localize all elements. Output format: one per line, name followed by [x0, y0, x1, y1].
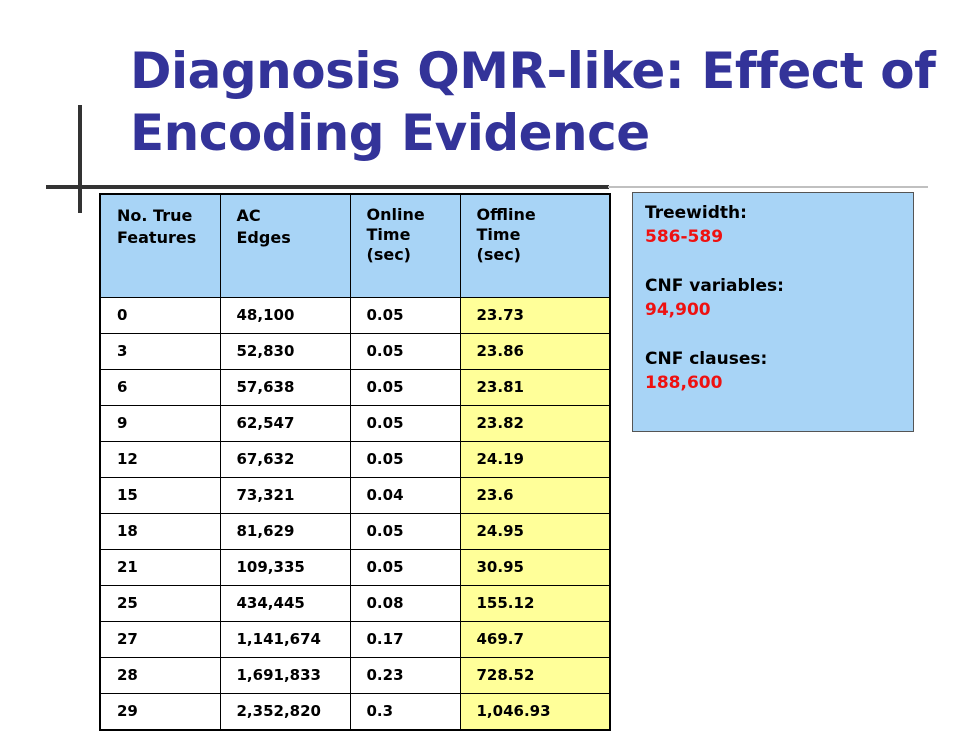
cell-true-features: 25: [99, 585, 221, 622]
table-row: 25 434,445 0.08 155.12: [99, 585, 611, 622]
cell-online-time: 0.17: [349, 621, 461, 658]
cell-true-features: 28: [99, 657, 221, 694]
cell-true-features: 29: [99, 693, 221, 731]
cell-ac-edges: 434,445: [219, 585, 351, 622]
cnf-clauses-value: 188,600: [645, 373, 723, 393]
cell-true-features: 0: [99, 297, 221, 334]
cell-true-features: 3: [99, 333, 221, 370]
header-true-features: No. True Features: [99, 193, 221, 298]
header-line: AC: [236, 206, 261, 225]
table-row: 12 67,632 0.05 24.19: [99, 441, 611, 478]
stats-box: Treewidth: 586-589 CNF variables: 94,900…: [632, 192, 914, 432]
header-line: Features: [117, 228, 197, 247]
cell-true-features: 12: [99, 441, 221, 478]
header-ac-edges: AC Edges: [219, 193, 351, 298]
cell-offline-time: 728.52: [459, 657, 611, 694]
cell-true-features: 15: [99, 477, 221, 514]
cell-true-features: 21: [99, 549, 221, 586]
header-line: Time: [476, 225, 521, 244]
table-header-row: No. True Features AC Edges Online Time (…: [99, 193, 611, 298]
header-line: No. True: [117, 206, 193, 225]
cell-ac-edges: 2,352,820: [219, 693, 351, 731]
cnf-variables-value: 94,900: [645, 300, 711, 320]
cell-offline-time: 30.95: [459, 549, 611, 586]
header-line: Time: [366, 225, 411, 244]
header-offline-time: Offline Time (sec): [459, 193, 611, 298]
cell-ac-edges: 73,321: [219, 477, 351, 514]
header-line: (sec): [366, 245, 411, 264]
cell-true-features: 27: [99, 621, 221, 658]
cell-online-time: 0.05: [349, 369, 461, 406]
cell-ac-edges: 48,100: [219, 297, 351, 334]
cell-offline-time: 469.7: [459, 621, 611, 658]
table-row: 28 1,691,833 0.23 728.52: [99, 657, 611, 694]
table-row: 0 48,100 0.05 23.73: [99, 297, 611, 334]
table-row: 27 1,141,674 0.17 469.7: [99, 621, 611, 658]
cnf-variables-label: CNF variables:: [645, 276, 784, 296]
table-row: 18 81,629 0.05 24.95: [99, 513, 611, 550]
cell-offline-time: 24.19: [459, 441, 611, 478]
cell-online-time: 0.3: [349, 693, 461, 731]
table-row: 21 109,335 0.05 30.95: [99, 549, 611, 586]
cell-online-time: 0.04: [349, 477, 461, 514]
cell-offline-time: 1,046.93: [459, 693, 611, 731]
decorative-vertical-line: [78, 105, 82, 213]
table-body: 0 48,100 0.05 23.73 3 52,830 0.05 23.86 6 57,638 0…: [99, 297, 611, 731]
decorative-horizontal-line: [46, 185, 609, 189]
cell-offline-time: 155.12: [459, 585, 611, 622]
cell-ac-edges: 81,629: [219, 513, 351, 550]
table-row: 15 73,321 0.04 23.6: [99, 477, 611, 514]
header-line: Online: [366, 205, 425, 224]
cell-true-features: 9: [99, 405, 221, 442]
treewidth-label: Treewidth:: [645, 203, 747, 223]
cell-true-features: 18: [99, 513, 221, 550]
cell-true-features: 6: [99, 369, 221, 406]
cell-offline-time: 23.81: [459, 369, 611, 406]
cnf-clauses-label: CNF clauses:: [645, 349, 768, 369]
cell-online-time: 0.05: [349, 333, 461, 370]
table-row: 9 62,547 0.05 23.82: [99, 405, 611, 442]
header-online-time: Online Time (sec): [349, 193, 461, 298]
results-table: No. True Features AC Edges Online Time (…: [99, 193, 611, 731]
cell-offline-time: 23.86: [459, 333, 611, 370]
header-line: (sec): [476, 245, 521, 264]
cell-ac-edges: 52,830: [219, 333, 351, 370]
cell-online-time: 0.05: [349, 297, 461, 334]
cell-ac-edges: 62,547: [219, 405, 351, 442]
cell-online-time: 0.08: [349, 585, 461, 622]
cell-offline-time: 24.95: [459, 513, 611, 550]
cell-online-time: 0.05: [349, 549, 461, 586]
header-line: Edges: [236, 228, 291, 247]
cell-offline-time: 23.82: [459, 405, 611, 442]
slide-title: Diagnosis QMR-like: Effect of Encoding E…: [130, 42, 936, 162]
cell-online-time: 0.05: [349, 441, 461, 478]
cell-ac-edges: 1,691,833: [219, 657, 351, 694]
cell-online-time: 0.05: [349, 513, 461, 550]
cell-ac-edges: 109,335: [219, 549, 351, 586]
cell-online-time: 0.05: [349, 405, 461, 442]
table-row: 6 57,638 0.05 23.81: [99, 369, 611, 406]
cell-ac-edges: 67,632: [219, 441, 351, 478]
cell-offline-time: 23.73: [459, 297, 611, 334]
decorative-horizontal-line-light: [608, 186, 928, 188]
cell-offline-time: 23.6: [459, 477, 611, 514]
treewidth-value: 586-589: [645, 227, 724, 247]
table-row: 3 52,830 0.05 23.86: [99, 333, 611, 370]
header-line: Offline: [476, 205, 536, 224]
table-row: 29 2,352,820 0.3 1,046.93: [99, 693, 611, 731]
cell-ac-edges: 57,638: [219, 369, 351, 406]
cell-ac-edges: 1,141,674: [219, 621, 351, 658]
cell-online-time: 0.23: [349, 657, 461, 694]
